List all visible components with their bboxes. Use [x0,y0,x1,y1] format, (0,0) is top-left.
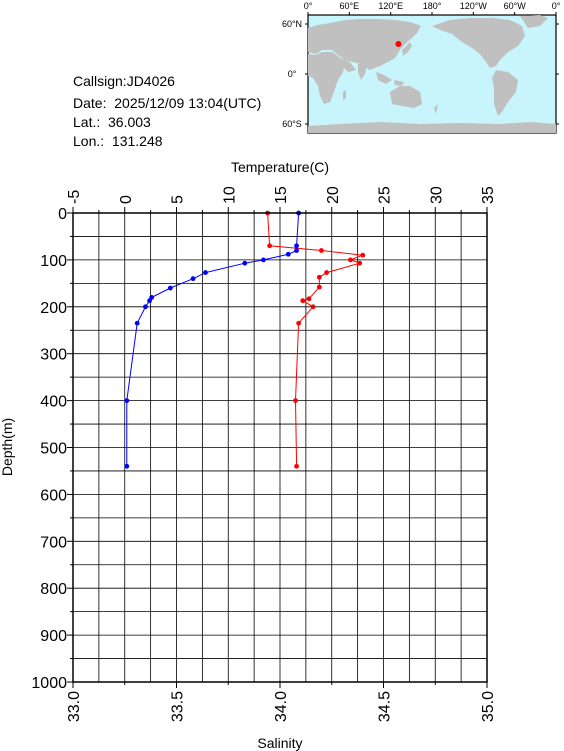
depth-tick-label: 100 [40,253,67,270]
map-land-africa [308,52,345,104]
temperature-data-point [316,274,322,280]
date-label: Date: 2025/12/09 13:04(UTC) [73,95,262,111]
temperature-data-point [310,304,316,310]
map-lat-tick-label: 0° [288,69,297,79]
profile-plot: 0 100 200 300 400 500 600 700 800 900 1000 -5 0 5 10 1… [31,186,497,722]
map-land-eurasia [308,19,421,70]
temperature-tick-label: 0 [118,195,135,204]
depth-axis-title: Depth(m) [0,418,15,476]
depth-tick-label: 700 [40,534,67,551]
station-marker [395,40,402,47]
depth-tick-label: 500 [40,441,67,458]
map-land-australia [390,86,422,108]
map-lon-tick-label: 180° [423,1,442,11]
salinity-tick-label: 35.0 [480,691,497,722]
salinity-axis-title: Salinity [257,735,302,751]
map-land-north-america [432,18,525,68]
temperature-data-point [316,284,322,290]
salinity-data-point [124,398,130,403]
depth-tick-label: 800 [40,581,67,598]
depth-tick-label: 900 [40,628,67,645]
temperature-data-point [360,252,366,258]
map-lon-tick-label: 0° [552,1,561,11]
temperature-tick-label: 20 [325,186,342,204]
salinity-data-point [203,270,208,275]
depth-tick-label: 200 [40,300,67,317]
salinity-tick-label: 34.0 [273,691,290,722]
temperature-data-point [324,270,329,275]
map-lon-tick-label: 120°W [460,1,488,11]
map-land-japan [402,42,412,56]
salinity-data-point [190,276,196,282]
temperature-data-point [357,260,363,266]
map-lon-tick-label: 60°W [504,1,527,11]
temperature-data-point [300,298,306,304]
callsign-label: Callsign:JD4026 [73,73,175,89]
depth-tick-label: 600 [40,487,67,504]
map-lon-tick-label: 120°E [378,1,403,11]
salinity-data-point [134,320,140,326]
temperature-data-point [267,243,273,249]
temperature-tick-label: 35 [480,186,497,204]
temperature-tick-label: 25 [377,186,394,204]
depth-tick-label: 300 [40,347,67,364]
map-lat-tick-label: 60°N [282,19,302,29]
temperature-tick-label: 5 [170,195,187,204]
temperature-tick-label: 30 [428,186,445,204]
salinity-data-point [294,248,299,253]
salinity-data-point [124,463,130,469]
salinity-data-point [294,243,299,249]
salinity-tick-label: 34.5 [377,691,394,722]
latitude-label: Lat.: 36.003 [73,114,151,130]
location-map: 0° 60°E 120°E 180° 120°W 60°W 0° 60°N0°60°S [282,1,561,134]
salinity-data-point [261,257,266,263]
temperature-axis: -5 0 5 10 15 20 25 30 35 [66,186,497,213]
temperature-tick-label: -5 [66,190,83,204]
temperature-tick-label: 10 [221,186,238,204]
map-latitude-ticks: 60°N 0° 60°S [282,19,559,129]
profile-series [124,210,366,469]
map-land-nz [434,104,438,114]
map-land-antarctica [308,122,556,133]
temperature-data-point [296,320,302,326]
salinity-tick-label: 33.5 [170,691,187,722]
map-lon-tick-label: 60°E [340,1,360,11]
depth-tick-label: 400 [40,394,67,411]
map-land-madagascar [343,90,346,100]
map-lon-tick-label: 0° [304,1,313,11]
temperature-axis-title: Temperature(C) [231,159,329,175]
map-lat-tick-label: 60°S [282,119,302,129]
salinity-axis: 33.0 33.5 34.0 34.5 35.0 [66,682,497,722]
depth-axis: 0 100 200 300 400 500 600 700 800 900 1000 [31,206,73,692]
map-land-arabia [340,58,356,72]
map-land-india [358,64,367,80]
grid-lines [73,213,487,682]
temperature-tick-label: 15 [273,186,290,204]
salinity-data-point [143,304,148,310]
map-land-south-america [492,70,518,116]
temperature-data-point [294,463,299,469]
salinity-data-point [167,285,173,291]
map-land-indonesia [376,72,404,86]
map-longitude-ticks: 0° 60°E 120°E 180° 120°W 60°W 0° [304,1,561,15]
longitude-label: Lon.: 131.248 [73,133,163,149]
salinity-data-point [285,251,291,257]
map-land-greenland [520,15,548,28]
depth-tick-label: 0 [58,206,67,223]
temperature-data-point [319,248,324,253]
depth-tick-label: 1000 [31,675,67,692]
plot-frame [72,212,488,683]
temperature-data-point [293,398,298,403]
temperature-data-point [306,296,312,302]
temperature-data-point [347,257,353,263]
salinity-data-point [147,298,152,304]
salinity-tick-label: 33.0 [66,691,83,722]
salinity-data-point [242,260,248,266]
